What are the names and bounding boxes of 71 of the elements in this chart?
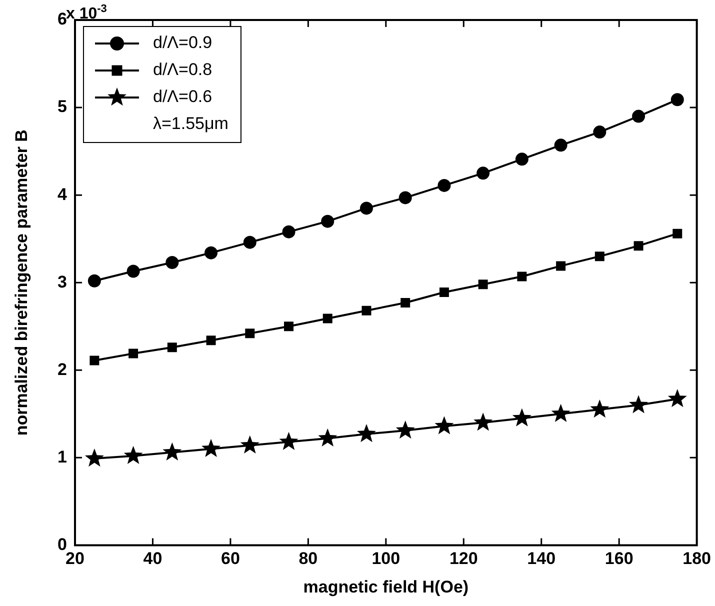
point — [478, 280, 488, 290]
point — [634, 241, 644, 251]
point — [512, 408, 532, 426]
point — [282, 225, 296, 238]
point — [167, 342, 177, 352]
y-tick-label: 6 — [58, 10, 67, 29]
annotation: λ=1.55μm — [153, 114, 228, 134]
point — [551, 404, 570, 422]
annotation: x 10$^{-3}$ — [66, 2, 107, 22]
point — [360, 202, 373, 215]
point — [439, 287, 449, 297]
point — [284, 322, 294, 332]
point — [162, 442, 182, 461]
point — [476, 166, 490, 180]
x-tick-label: 20 — [66, 549, 84, 568]
point — [400, 298, 410, 308]
point — [124, 446, 143, 464]
point — [556, 261, 566, 271]
point — [434, 416, 454, 434]
point — [321, 214, 334, 228]
point — [670, 93, 684, 106]
point — [438, 178, 451, 192]
x-tick-label: 80 — [298, 549, 318, 568]
x-tick-label: 40 — [143, 549, 162, 568]
legend-label: d/Λ=0.6 — [153, 87, 212, 106]
point — [322, 314, 332, 324]
point — [243, 236, 256, 249]
point — [240, 435, 260, 454]
x-tick-label: 100 — [372, 549, 400, 568]
y-tick-label: 3 — [58, 272, 67, 292]
point — [474, 412, 493, 431]
y-tick-label: 5 — [58, 97, 67, 116]
point — [166, 256, 179, 269]
point — [88, 274, 101, 288]
point — [398, 191, 412, 204]
x-tick-label: 120 — [449, 549, 478, 568]
x-tick-label: 160 — [604, 549, 634, 568]
y-tick-label: 1 — [58, 447, 67, 466]
x-axis-title: magnetic field H(Oe) — [303, 577, 469, 596]
point — [554, 138, 568, 152]
y-tick-label: 2 — [58, 360, 67, 379]
point — [632, 110, 646, 123]
point — [84, 448, 104, 467]
point — [396, 420, 415, 439]
x-tick-label: 180 — [682, 549, 712, 568]
point — [517, 272, 527, 282]
point — [245, 328, 255, 338]
y-tick-label: 4 — [58, 184, 68, 204]
point — [590, 400, 610, 418]
point — [128, 348, 138, 358]
point — [356, 424, 376, 442]
point — [204, 246, 218, 260]
point — [279, 432, 298, 450]
point — [362, 306, 372, 316]
point — [126, 264, 140, 278]
legend-label: d/Λ=0.8 — [153, 60, 212, 80]
x-tick-label: 140 — [527, 549, 556, 568]
point — [672, 228, 682, 238]
point — [202, 438, 221, 458]
point — [593, 126, 606, 139]
point — [594, 252, 604, 262]
y-tick-label: 0 — [58, 534, 67, 554]
point — [318, 428, 338, 446]
point — [515, 152, 528, 166]
point — [90, 356, 100, 366]
point — [668, 389, 687, 408]
y-axis-title: normalized birefringence parameter B — [12, 130, 31, 436]
point — [206, 336, 216, 346]
legend-label: d/Λ=0.9 — [153, 33, 212, 52]
x-tick-label: 60 — [220, 549, 240, 568]
point — [629, 395, 648, 414]
